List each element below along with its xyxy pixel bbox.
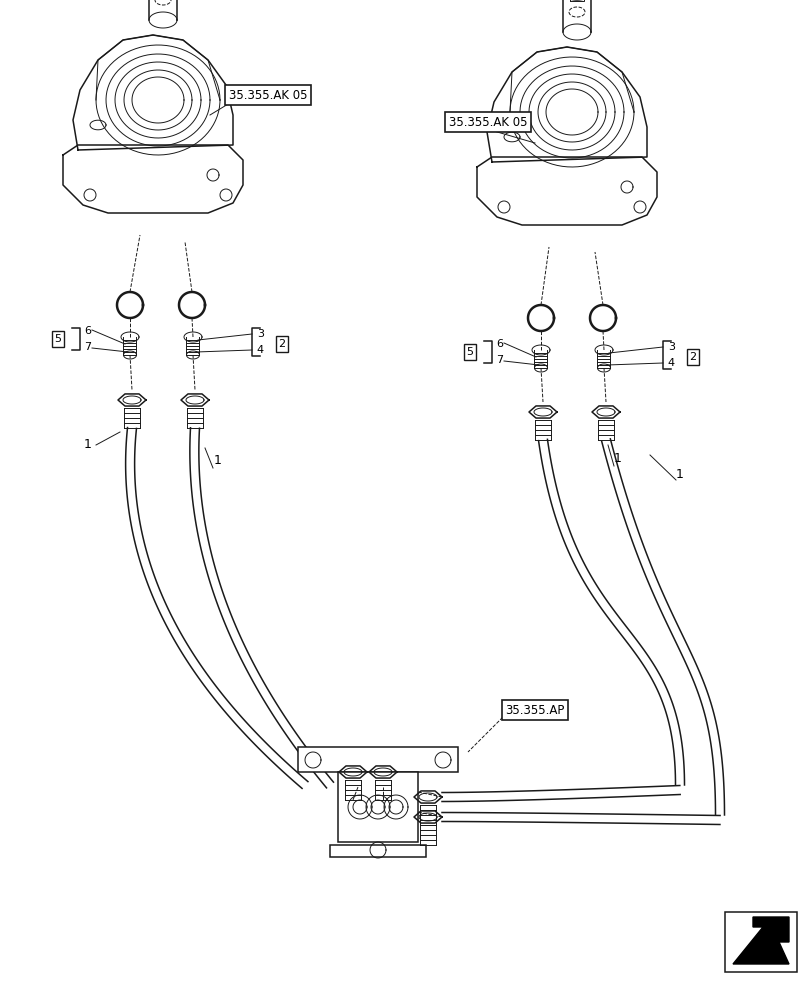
Text: 6: 6 <box>496 339 502 349</box>
Bar <box>569 0 583 1</box>
Text: 4: 4 <box>256 345 264 355</box>
Text: 5: 5 <box>466 347 473 357</box>
Text: 4: 4 <box>667 358 674 368</box>
Text: 35.355.AP: 35.355.AP <box>504 704 564 716</box>
Text: 2: 2 <box>689 352 696 362</box>
Text: 5: 5 <box>54 334 62 344</box>
Text: 7: 7 <box>84 342 91 352</box>
Polygon shape <box>441 813 719 824</box>
Text: 1: 1 <box>84 438 92 452</box>
Text: 1: 1 <box>214 454 221 466</box>
Polygon shape <box>538 439 684 785</box>
Text: 7: 7 <box>496 355 503 365</box>
Polygon shape <box>63 145 242 213</box>
Bar <box>329 845 426 857</box>
Polygon shape <box>601 439 723 815</box>
Bar <box>724 912 796 972</box>
Text: 35.355.AK 05: 35.355.AK 05 <box>448 116 526 129</box>
Polygon shape <box>73 35 233 150</box>
Polygon shape <box>441 786 680 801</box>
Text: 3: 3 <box>667 342 674 352</box>
Bar <box>337 772 418 842</box>
Polygon shape <box>126 428 307 788</box>
Text: 1: 1 <box>613 452 621 464</box>
Text: 3: 3 <box>257 329 264 339</box>
Polygon shape <box>190 428 333 788</box>
Polygon shape <box>732 917 788 964</box>
Polygon shape <box>476 157 656 225</box>
Text: 1: 1 <box>676 468 683 482</box>
Bar <box>298 747 457 772</box>
Text: 6: 6 <box>84 326 91 336</box>
Polygon shape <box>487 47 646 162</box>
Text: 2: 2 <box>278 339 285 349</box>
Text: 35.355.AK 05: 35.355.AK 05 <box>229 89 307 102</box>
